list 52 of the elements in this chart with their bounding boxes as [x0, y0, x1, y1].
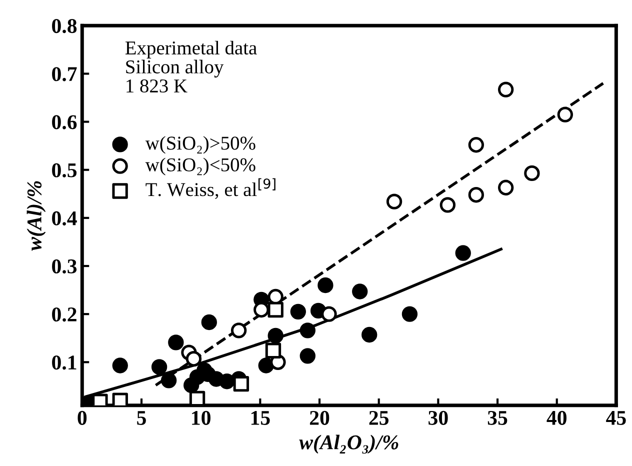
x-tick-label: 35 [488, 410, 508, 425]
y-tick-label: 0.6 [52, 115, 77, 130]
y-tick-label: 0.5 [52, 163, 77, 178]
point [402, 306, 418, 322]
x-tick-label: 30 [428, 410, 448, 425]
point [498, 82, 514, 98]
point [290, 304, 306, 320]
x-tick-label: 15 [251, 410, 270, 425]
legend-label: w(SiO₂)>50% [145, 136, 256, 154]
point [112, 358, 128, 374]
x-tick-label: 5 [137, 411, 146, 425]
point [189, 390, 206, 406]
point [318, 277, 334, 294]
point [468, 187, 484, 203]
x-tick-label: 0 [78, 410, 87, 425]
point [230, 322, 247, 338]
point [160, 372, 177, 388]
point [265, 342, 282, 358]
x-axis-title: w(Al₂O₃)/% [299, 434, 398, 454]
y-tick-label: 0.2 [52, 307, 76, 322]
point [468, 137, 484, 153]
point [151, 359, 168, 375]
point [268, 328, 284, 344]
point [168, 334, 184, 350]
point [300, 348, 316, 364]
annotation: Experimetal data Silicon alloy 1 823 K [125, 40, 257, 93]
point [233, 376, 250, 392]
y-tick-label: 0.4 [52, 211, 77, 226]
legend-label: w(SiO₂)<50% [145, 158, 256, 176]
x-tick-label: 25 [369, 410, 389, 425]
point [186, 350, 202, 367]
legend-label: T. Weiss, et al$^{[9]}$ [146, 178, 276, 199]
x-tick-label: 10 [192, 410, 210, 425]
point [455, 245, 471, 261]
point [440, 197, 456, 213]
y-axis-title: w(Al)/% [26, 181, 46, 251]
x-tick-label: 40 [546, 410, 566, 425]
y-tick-label: 0.3 [52, 259, 77, 274]
point [498, 180, 514, 196]
point [300, 322, 316, 338]
y-tick-label: 0.8 [52, 19, 77, 34]
point [352, 284, 368, 300]
point [268, 302, 284, 318]
point [557, 106, 574, 122]
y-tick-label: 0.7 [52, 67, 77, 82]
point [524, 165, 540, 182]
point [201, 314, 217, 330]
x-tick-label: 20 [310, 410, 330, 425]
y-tick-label: 0.1 [52, 356, 76, 370]
point [386, 194, 402, 210]
point [362, 326, 378, 343]
x-tick-label: 45 [606, 411, 626, 425]
